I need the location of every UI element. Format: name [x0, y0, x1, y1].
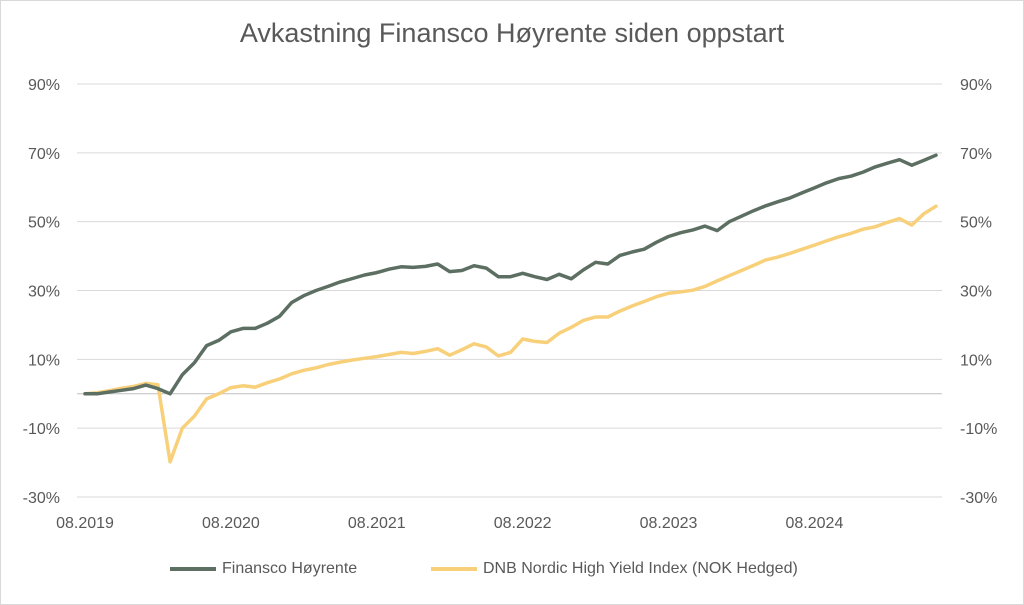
legend-item-finansco: Finansco Høyrente — [170, 560, 357, 578]
x-tick-label: 08.2021 — [348, 515, 406, 532]
y-tick-label-left: -10% — [23, 421, 60, 438]
x-tick-label: 08.2019 — [56, 515, 114, 532]
legend-item-dnb-index: DNB Nordic High Yield Index (NOK Hedged) — [431, 560, 798, 578]
y-tick-label-right: 10% — [960, 352, 992, 369]
y-tick-label-right: 70% — [960, 146, 992, 163]
legend-label-finansco: Finansco Høyrente — [222, 560, 358, 577]
x-axis-ticks: 08.2019 08.2020 08.2021 08.2022 08.2023 08.20… — [56, 515, 843, 532]
y-tick-label-left: 30% — [28, 284, 60, 301]
y-tick-label-left: -30% — [23, 490, 60, 507]
x-tick-label: 08.2020 — [202, 515, 260, 532]
y-tick-label-left: 90% — [28, 77, 60, 94]
y-tick-label-right: 50% — [960, 215, 992, 232]
x-tick-label: 08.2024 — [786, 515, 844, 532]
legend: Finansco Høyrente DNB Nordic High Yield … — [0, 560, 1024, 584]
chart-title: Avkastning Finansco Høyrente siden oppst… — [239, 18, 785, 48]
legend-label-dnb-index: DNB Nordic High Yield Index (NOK Hedged) — [483, 560, 798, 577]
y-tick-label-right: -30% — [960, 490, 997, 507]
legend-swatch-dnb-index — [431, 567, 477, 571]
y-axis-right-ticks: -30% -10% 10% 30% 50% 70% 90% — [960, 77, 997, 507]
y-tick-label-right: 30% — [960, 284, 992, 301]
x-tick-label: 08.2023 — [640, 515, 698, 532]
y-tick-label-left: 70% — [28, 146, 60, 163]
series-line-dnb-index — [83, 204, 938, 464]
y-tick-label-left: 50% — [28, 215, 60, 232]
x-tick-label: 08.2022 — [494, 515, 552, 532]
y-axis-left-ticks: -30% -10% 10% 30% 50% 70% 90% — [23, 77, 60, 507]
legend-swatch-finansco — [170, 567, 216, 571]
y-tick-label-right: -10% — [960, 421, 997, 438]
gridlines — [77, 83, 942, 498]
series-lines — [83, 153, 938, 464]
series-line-finansco — [83, 153, 938, 396]
y-tick-label-right: 90% — [960, 77, 992, 94]
y-tick-label-left: 10% — [28, 352, 60, 369]
